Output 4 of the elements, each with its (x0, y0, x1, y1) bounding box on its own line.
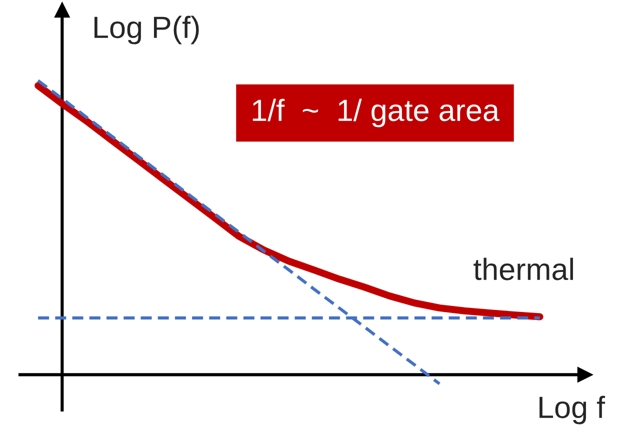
x-axis-title: Log f (540, 396, 606, 424)
annotation: thermal (474, 258, 573, 280)
y-axis-title: Log P(f) (94, 16, 199, 44)
annotation: 1/f ~ 1/ gate area (252, 98, 500, 128)
